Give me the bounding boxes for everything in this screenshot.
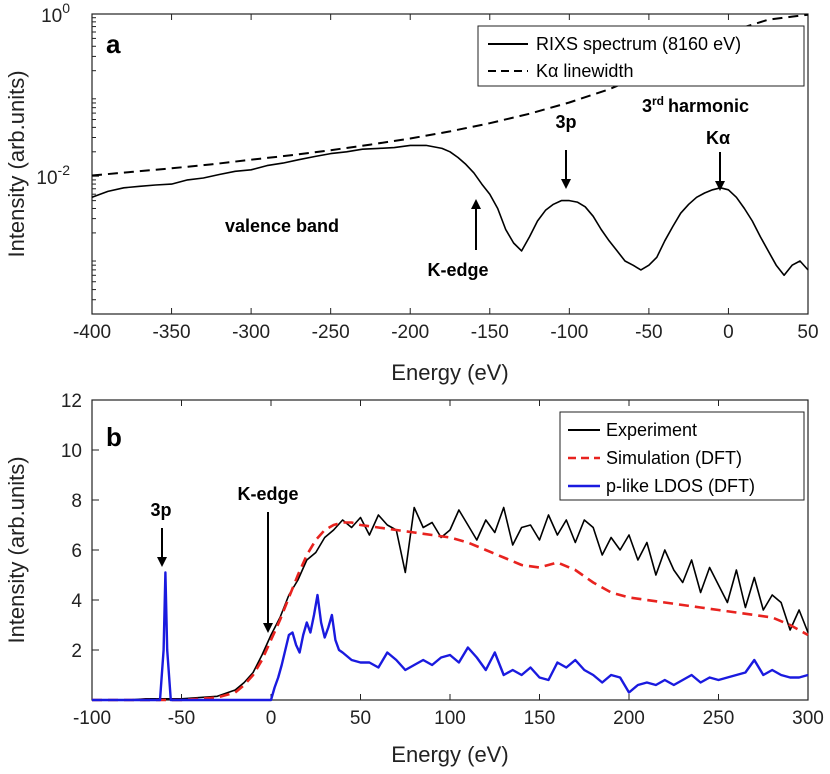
chart-a: -400 -350 -300 -250 -200 -150 -100 -50 0 50 10-21… [4,0,819,385]
chart-b-y-tick-label: 4 [71,591,82,612]
chart-a-legend-label-rixs: RIXS spectrum (8160 eV) [536,34,741,54]
chart-b-x-tick-label: 0 [266,708,277,729]
chart-a-x-tick-label: -250 [312,322,350,343]
chart-b-series [92,506,809,702]
chart-b-series-2 [92,571,809,702]
chart-b-legend-label-experiment: Experiment [606,420,697,440]
chart-b-legend-label-simulation: Simulation (DFT) [606,448,742,468]
chart-b-panel-label: b [106,422,122,452]
chart-a-series-0 [91,144,809,277]
chart-a-x-tick-label: -300 [232,322,270,343]
annotation-3p-a: 3p [555,112,576,132]
chart-a-x-tick-label: -100 [550,322,588,343]
annotation-3p-b: 3p [150,500,171,520]
chart-b-series-1 [92,521,809,702]
chart-b-y-tick-label: 2 [71,641,82,662]
chart-a-x-tick-label: -400 [73,322,111,343]
chart-b-y-tick-label: 8 [71,491,82,512]
chart-b-legend: Experiment Simulation (DFT) p-like LDOS … [559,411,805,501]
annotation-kalpha: Kα [706,128,730,148]
chart-a-panel-label: a [106,29,121,59]
chart-b-y-tick-label: 6 [71,541,82,562]
annotation-k-edge-b: K-edge [237,484,298,504]
harmonic-prefix: 3 [642,96,652,116]
chart-a-x-tick-label: 50 [797,322,818,343]
chart-b-legend-box [559,411,805,501]
chart-a-y-tick-label: 100 [41,0,70,27]
chart-b-y-tick-label: 12 [61,391,82,412]
chart-b-x-tick-label: 50 [350,708,371,729]
chart-b-xlabel: Energy (eV) [391,742,508,767]
annotation-valence-band: valence band [225,216,339,236]
chart-b-y-tick-label: 10 [61,441,82,462]
chart-a-legend: RIXS spectrum (8160 eV) Kα linewidth [477,25,805,87]
annotation-3rd-harmonic: 3rd harmonic [642,94,749,116]
chart-a-x-tick-label: -50 [635,322,662,343]
chart-a-x-tick-label: -150 [471,322,509,343]
chart-b-x-tick-label: 200 [613,708,645,729]
harmonic-word: harmonic [668,96,749,116]
chart-a-legend-label-kalpha: Kα linewidth [536,61,633,81]
chart-b-x-tick-label: -50 [168,708,195,729]
chart-b-x-tick-label: 100 [434,708,466,729]
annotation-k-edge-a: K-edge [427,260,488,280]
chart-a-x-tick-label: -350 [153,322,191,343]
chart-b: -100 -50 0 50 100 150 200 250 300 2 4 6 8 10 12 Energ… [4,391,824,767]
chart-b-ylabel: Intensity (arb.units) [4,456,29,643]
chart-b-x-tick-label: 150 [524,708,556,729]
chart-a-xlabel: Energy (eV) [391,360,508,385]
chart-a-x-tick-label: -200 [391,322,429,343]
chart-b-x-axis: -100 -50 0 50 100 150 200 250 300 [73,400,824,729]
chart-a-frame [91,13,809,315]
harmonic-superscript: rd [652,94,664,108]
chart-b-x-tick-label: -100 [73,708,111,729]
chart-a-legend-box [477,25,805,87]
chart-a-ylabel: Intensity (arb.units) [4,70,29,257]
chart-b-series-0 [92,506,809,701]
chart-a-y-axis: 10-2 100 [36,0,99,315]
chart-a-x-tick-label: 0 [723,322,734,343]
chart-b-x-tick-label: 300 [792,708,824,729]
chart-b-y-axis: 2 4 6 8 10 12 [61,391,99,662]
chart-b-x-tick-label: 250 [703,708,735,729]
chart-b-legend-label-ldos: p-like LDOS (DFT) [606,476,755,496]
chart-a-y-tick-label: 10-2 [36,162,70,189]
chart-a-x-axis: -400 -350 -300 -250 -200 -150 -100 -50 0 50 [73,14,819,343]
